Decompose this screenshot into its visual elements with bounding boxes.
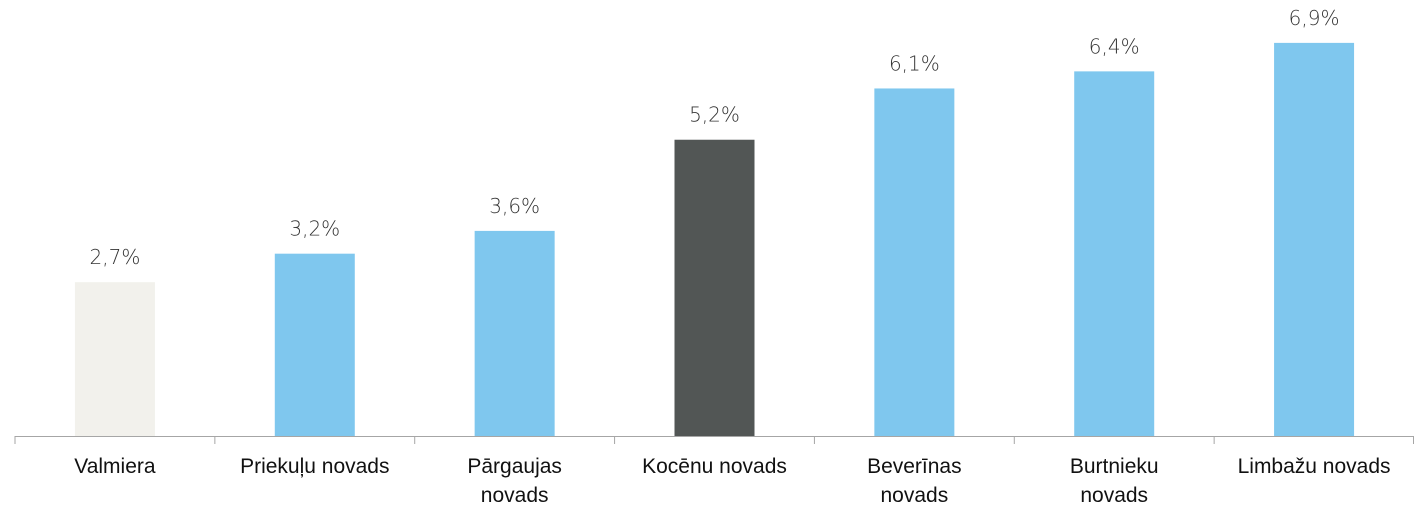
bar [674, 139, 755, 436]
value-label: 2,7% [90, 245, 141, 269]
bar [874, 88, 955, 437]
bar [1274, 42, 1355, 436]
value-label: 6,1% [889, 51, 940, 75]
bar [1074, 71, 1155, 437]
value-label: 6,9% [1289, 6, 1340, 30]
value-label: 3,6% [489, 194, 540, 218]
x-tick-label: Beverīnas novads [867, 455, 962, 507]
x-tick-label: Kocēnu novads [642, 455, 787, 478]
value-label: 3,2% [289, 217, 340, 241]
x-tick-label: Pārgaujas novads [467, 455, 562, 507]
x-tick-label: Burtnieku novads [1069, 455, 1159, 507]
bar [274, 253, 355, 436]
bar [74, 282, 155, 436]
x-tick-label: Limbažu novads [1237, 455, 1391, 478]
bar [474, 230, 555, 436]
x-tick-label: Priekuļu novads [240, 455, 390, 478]
value-label: 5,2% [689, 103, 740, 127]
x-tick-label: Valmiera [74, 455, 156, 478]
value-label: 6,4% [1089, 34, 1140, 58]
